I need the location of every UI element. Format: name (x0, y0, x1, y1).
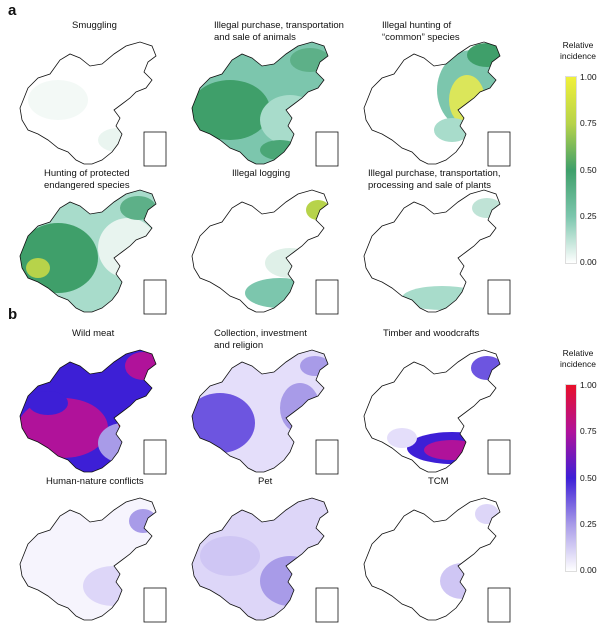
legend-a-tick: 0.50 (580, 165, 597, 175)
legend-a-title: Relative incidence (560, 40, 596, 61)
legend-a-colorbar (565, 76, 577, 264)
map-b6-tcm (363, 497, 511, 623)
map-a3-common-species (363, 41, 511, 167)
legend-a-tick: 0.25 (580, 211, 597, 221)
legend-b-tick: 1.00 (580, 380, 597, 390)
map-b2-collection (191, 349, 339, 475)
map-b3-timber (363, 349, 511, 475)
map-a4-protected-species (19, 189, 167, 315)
map-a5-title: Illegal logging (232, 168, 291, 179)
map-a2-animals-trade (191, 41, 339, 167)
legend-b-tick: 0.00 (580, 565, 597, 575)
legend-a-tick: 0.75 (580, 118, 597, 128)
map-a6-title: Illegal purchase, transportation, proces… (368, 168, 501, 191)
map-b1-wild-meat (19, 349, 167, 475)
panel-b-label: b (8, 306, 18, 323)
map-a5-illegal-logging (191, 189, 339, 315)
legend-b-tick: 0.75 (580, 426, 597, 436)
legend-a-tick: 0.00 (580, 257, 597, 267)
legend-b-tick: 0.25 (580, 519, 597, 529)
map-a1-smuggling (19, 41, 167, 167)
legend-b-tick: 0.50 (580, 473, 597, 483)
legend-b-colorbar (565, 384, 577, 572)
map-a2-title: Illegal purchase, transportation and sal… (214, 20, 344, 43)
map-b1-title: Wild meat (72, 328, 115, 339)
map-a4-title: Hunting of protected endangered species (44, 168, 130, 191)
map-a1-title: Smuggling (72, 20, 117, 31)
map-a6-plants-trade (363, 189, 511, 315)
map-a3-title: Illegal hunting of “common” species (382, 20, 460, 43)
panel-a-label: a (8, 2, 17, 19)
map-b4-title: Human-nature conflicts (46, 476, 144, 487)
legend-b-title: Relative incidence (560, 348, 596, 369)
map-b5-title: Pet (258, 476, 273, 487)
legend-a-tick: 1.00 (580, 72, 597, 82)
map-b5-pet (191, 497, 339, 623)
map-b3-title: Timber and woodcrafts (383, 328, 480, 339)
map-b2-title: Collection, investment and religion (214, 328, 307, 351)
map-b4-human-nature (19, 497, 167, 623)
map-b6-title: TCM (428, 476, 449, 487)
